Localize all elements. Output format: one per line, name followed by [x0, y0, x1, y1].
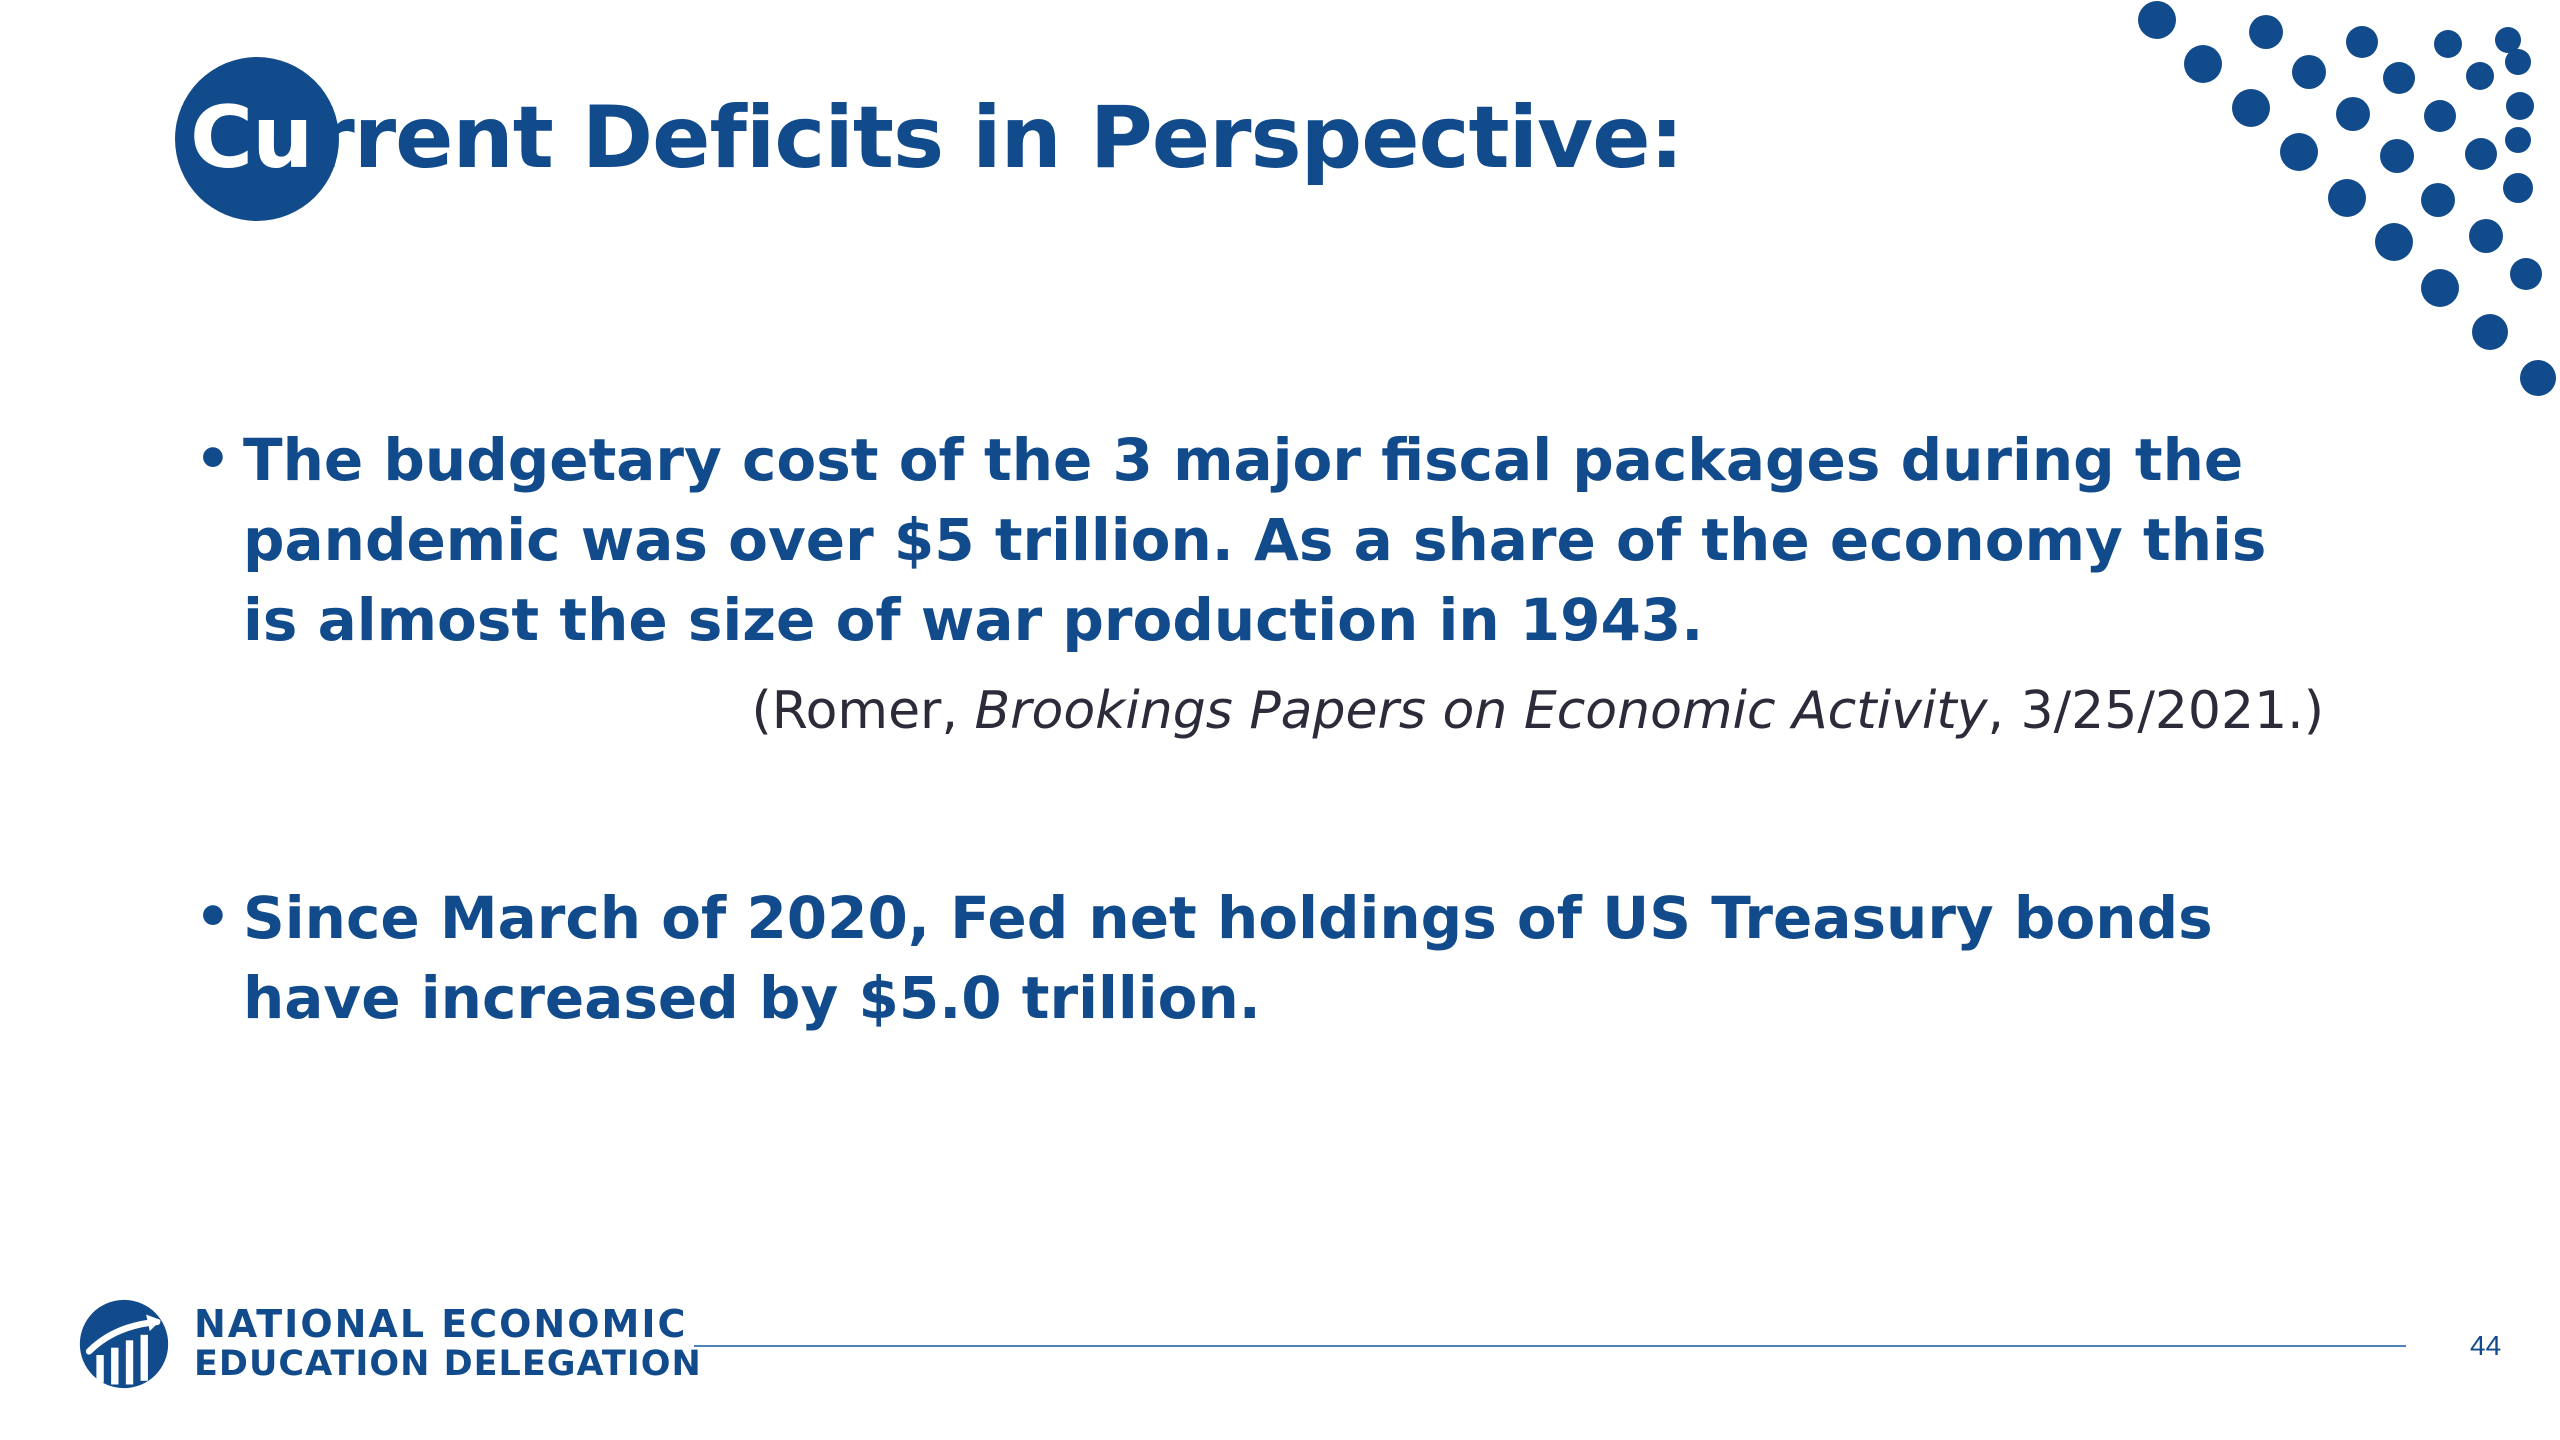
slide-title: Current Deficits in Perspective: [190, 78, 1684, 198]
pattern-dot [2434, 30, 2462, 58]
bullet-marker: • [195, 427, 231, 492]
decorative-dot-pattern [2138, 1, 2556, 396]
pattern-dot [2510, 258, 2542, 290]
pattern-dot [2380, 139, 2414, 173]
pattern-dot [2472, 314, 2508, 350]
pattern-dot [2465, 138, 2497, 170]
organization-name: NATIONAL ECONOMIC EDUCATION DELEGATION [194, 1304, 702, 1384]
title-rest-text: rrent Deficits in Perspective: [312, 88, 1684, 188]
citation-source: Brookings Papers on Economic Activity [974, 681, 1988, 741]
pattern-dot [2184, 45, 2222, 83]
pattern-dot [2466, 62, 2494, 90]
pattern-dot [2506, 92, 2534, 120]
pattern-dot [2421, 269, 2459, 307]
citation: (Romer, Brookings Papers on Economic Act… [752, 678, 2324, 744]
pattern-dot [2503, 173, 2533, 203]
title-circle-accent [175, 57, 339, 221]
pattern-dot [2383, 62, 2415, 94]
org-name-line-1: NATIONAL ECONOMIC [194, 1302, 688, 1346]
pattern-dot [2421, 183, 2455, 217]
bullet-marker: • [195, 885, 231, 950]
bullet-text-2: Since March of 2020, Fed net holdings of… [243, 884, 2213, 1032]
pattern-dot [2375, 223, 2413, 261]
pattern-dot [2424, 100, 2456, 132]
citation-open: (Romer, [751, 681, 975, 741]
pattern-dot [2280, 133, 2318, 171]
pattern-dot [2346, 26, 2378, 58]
title-circle-text: Cu [190, 88, 313, 188]
pattern-dot [2520, 360, 2556, 396]
pattern-dot [2505, 49, 2531, 75]
bullet-item-2: • Since March of 2020, Fed net holdings … [195, 878, 2295, 1038]
pattern-dot [2469, 219, 2503, 253]
page-number: 44 [2470, 1330, 2502, 1361]
pattern-dot [2292, 55, 2326, 89]
nxed-logo-icon [79, 1299, 169, 1389]
pattern-dot [2232, 89, 2270, 127]
pattern-dot [2138, 1, 2176, 39]
citation-close: , 3/25/2021.) [1987, 681, 2324, 741]
footer-divider [694, 1345, 2406, 1347]
bullet-text-1: The budgetary cost of the 3 major fiscal… [243, 426, 2267, 654]
org-name-line-2: EDUCATION DELEGATION [194, 1344, 702, 1384]
bullet-item-1: • The budgetary cost of the 3 major fisc… [195, 420, 2295, 660]
pattern-dot [2328, 179, 2366, 217]
pattern-dot [2505, 127, 2531, 153]
pattern-dot [2495, 27, 2521, 53]
pattern-dot [2249, 15, 2283, 49]
pattern-dot [2336, 97, 2370, 131]
